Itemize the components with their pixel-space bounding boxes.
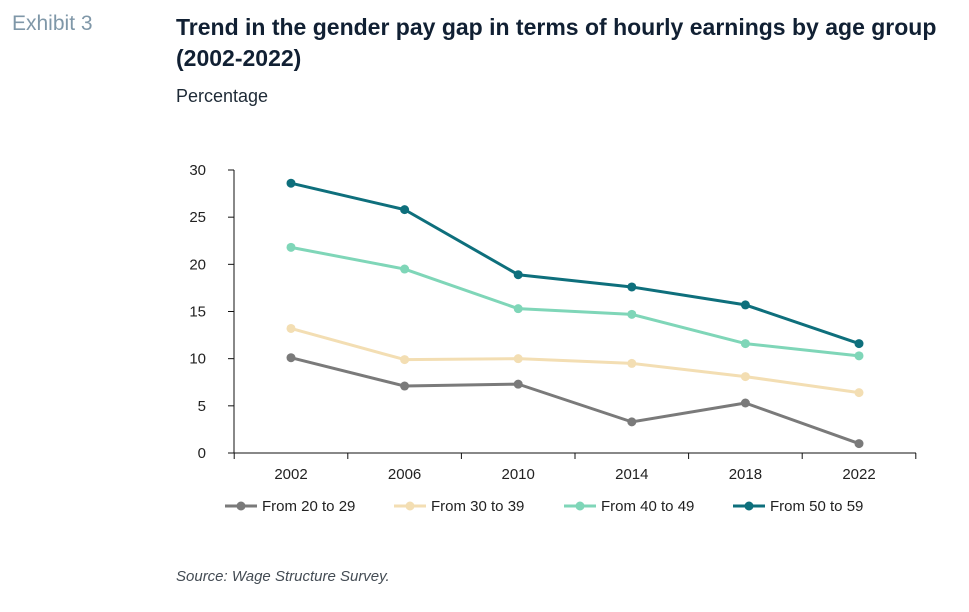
data-point xyxy=(627,309,637,319)
data-point xyxy=(854,351,864,361)
data-point xyxy=(627,358,637,368)
data-point xyxy=(627,417,637,427)
x-tick-label: 2022 xyxy=(842,466,875,483)
legend-label: From 30 to 39 xyxy=(431,498,524,515)
data-point xyxy=(740,398,750,408)
data-point xyxy=(627,282,637,292)
data-point xyxy=(740,372,750,382)
y-tick-label: 10 xyxy=(189,351,206,368)
data-point xyxy=(400,381,410,391)
data-point xyxy=(513,354,523,364)
chart-series xyxy=(286,178,864,449)
exhibit-label: Exhibit 3 xyxy=(12,12,93,35)
data-point xyxy=(400,355,410,365)
data-point xyxy=(513,270,523,280)
legend-label: From 40 to 49 xyxy=(601,498,694,515)
data-point xyxy=(854,388,864,398)
chart-subtitle: Percentage xyxy=(176,86,269,106)
legend-item: From 50 to 59 xyxy=(733,498,863,515)
chart-legend: From 20 to 29 From 30 to 39 From 40 to 49 F… xyxy=(225,498,863,515)
data-point xyxy=(286,353,296,363)
y-tick-label: 25 xyxy=(189,209,206,226)
legend-marker xyxy=(575,501,585,511)
data-point xyxy=(854,439,864,449)
data-point xyxy=(286,178,296,188)
legend-label: From 50 to 59 xyxy=(770,498,863,515)
series-line xyxy=(290,327,860,395)
x-tick-label: 2006 xyxy=(388,466,421,483)
data-point xyxy=(740,300,750,310)
x-tick-label: 2014 xyxy=(615,466,648,483)
data-point xyxy=(513,379,523,389)
y-tick-label: 20 xyxy=(189,256,206,273)
x-tick-label: 2002 xyxy=(274,466,307,483)
legend-item: From 40 to 49 xyxy=(564,498,694,515)
data-point xyxy=(854,339,864,349)
series-2 xyxy=(286,323,864,398)
series-line xyxy=(290,181,860,345)
legend-item: From 30 to 39 xyxy=(394,498,524,515)
y-tick-label: 0 xyxy=(198,445,206,462)
series-3 xyxy=(286,242,864,361)
legend-marker xyxy=(744,501,754,511)
data-point xyxy=(513,304,523,314)
data-point xyxy=(400,264,410,274)
data-point xyxy=(740,339,750,349)
legend-marker xyxy=(405,501,415,511)
x-tick-label: 2018 xyxy=(729,466,762,483)
series-line xyxy=(290,245,860,358)
chart-title: Trend in the gender pay gap in terms of … xyxy=(176,14,937,71)
series-line xyxy=(290,356,860,445)
legend-item: From 20 to 29 xyxy=(225,498,355,515)
data-point xyxy=(286,242,296,252)
legend-marker xyxy=(236,501,246,511)
y-tick-label: 15 xyxy=(189,304,206,321)
series-4 xyxy=(286,178,864,349)
data-point xyxy=(286,323,296,333)
legend-label: From 20 to 29 xyxy=(262,498,355,515)
y-tick-label: 30 xyxy=(189,162,206,179)
data-point xyxy=(400,205,410,215)
x-tick-label: 2010 xyxy=(502,466,535,483)
y-tick-label: 5 xyxy=(198,398,206,415)
series-1 xyxy=(286,353,864,449)
source-note: Source: Wage Structure Survey. xyxy=(176,568,390,585)
chart-axes: 0 5 10 15 20 25 30 2002 2006 2010 2014 2018 2022 xyxy=(189,162,917,483)
